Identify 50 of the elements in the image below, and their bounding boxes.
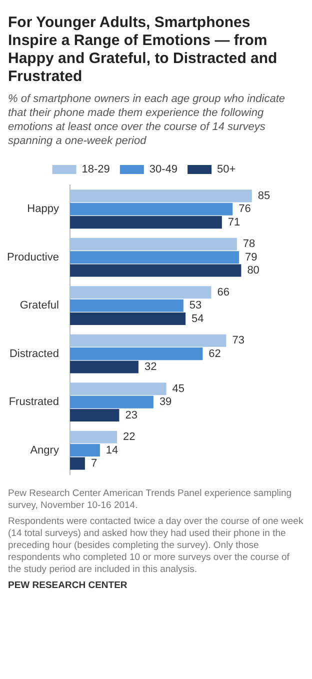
data-label: 62 xyxy=(208,348,221,360)
data-label: 76 xyxy=(238,203,251,216)
data-label: 32 xyxy=(144,361,157,374)
bar xyxy=(70,286,212,299)
bar xyxy=(70,444,100,457)
y-tick-label: Distracted xyxy=(9,348,59,360)
data-label: 71 xyxy=(228,216,240,228)
bar xyxy=(70,360,138,374)
bar xyxy=(70,238,237,250)
data-label: 85 xyxy=(258,190,270,202)
text: Respondents were contacted twice a day over the course of one week (14 total surveys) and asked how they had used their phone in the preceding hour (besides completing the survey). Only those respondents who completed 10 or more surveys over the course of the study period are included in this analysis. xyxy=(8,516,304,576)
chart-title: For Younger Adults, Smartphones Inspire a Range of Emotions — from Happy and Grateful, to Distracted and Frustrated xyxy=(8,14,278,86)
bar xyxy=(70,430,118,444)
bar xyxy=(70,396,154,408)
data-label: 22 xyxy=(123,431,136,444)
legend-label: 30-49 xyxy=(149,164,178,176)
bar xyxy=(70,334,226,347)
y-tick-label: Productive xyxy=(6,251,59,264)
data-label: 73 xyxy=(232,334,244,347)
bar xyxy=(70,348,203,360)
bar xyxy=(70,202,233,216)
text: PEW RESEARCH CENTER xyxy=(8,580,128,592)
y-tick-label: Angry xyxy=(30,444,60,456)
data-label: 23 xyxy=(125,409,138,422)
data-label: 54 xyxy=(192,312,204,325)
bar xyxy=(70,251,240,264)
data-label: 80 xyxy=(247,264,260,277)
bar xyxy=(70,190,252,202)
y-tick-label: Grateful xyxy=(20,300,59,312)
data-label: 14 xyxy=(106,444,118,456)
bar xyxy=(70,264,242,277)
data-label: 78 xyxy=(242,238,256,250)
legend-label: 50+ xyxy=(217,164,236,176)
data-label: 7 xyxy=(90,458,98,470)
y-tick-label: Frustrated xyxy=(8,396,59,408)
data-label: 45 xyxy=(172,382,185,395)
bar xyxy=(70,382,166,396)
y-tick-label: Happy xyxy=(27,203,60,216)
data-label: 39 xyxy=(159,396,172,408)
bar xyxy=(70,408,120,422)
data-label: 66 xyxy=(217,286,230,298)
text: Pew Research Center American Trends Panel experience sampling survey, November 10-16 2014. xyxy=(8,488,293,512)
data-label: 79 xyxy=(245,251,258,264)
bar xyxy=(70,457,85,470)
legend-label: 18-29 xyxy=(82,164,110,176)
bar xyxy=(70,312,186,326)
bar xyxy=(70,299,184,312)
chart-subtitle: % of smartphone owners in each age group who indicate that their phone made them experience the following emotions at least once over the course of 14 surveys spanning a one-week period xyxy=(8,92,286,148)
data-label: 53 xyxy=(189,300,202,312)
bar xyxy=(70,216,222,229)
